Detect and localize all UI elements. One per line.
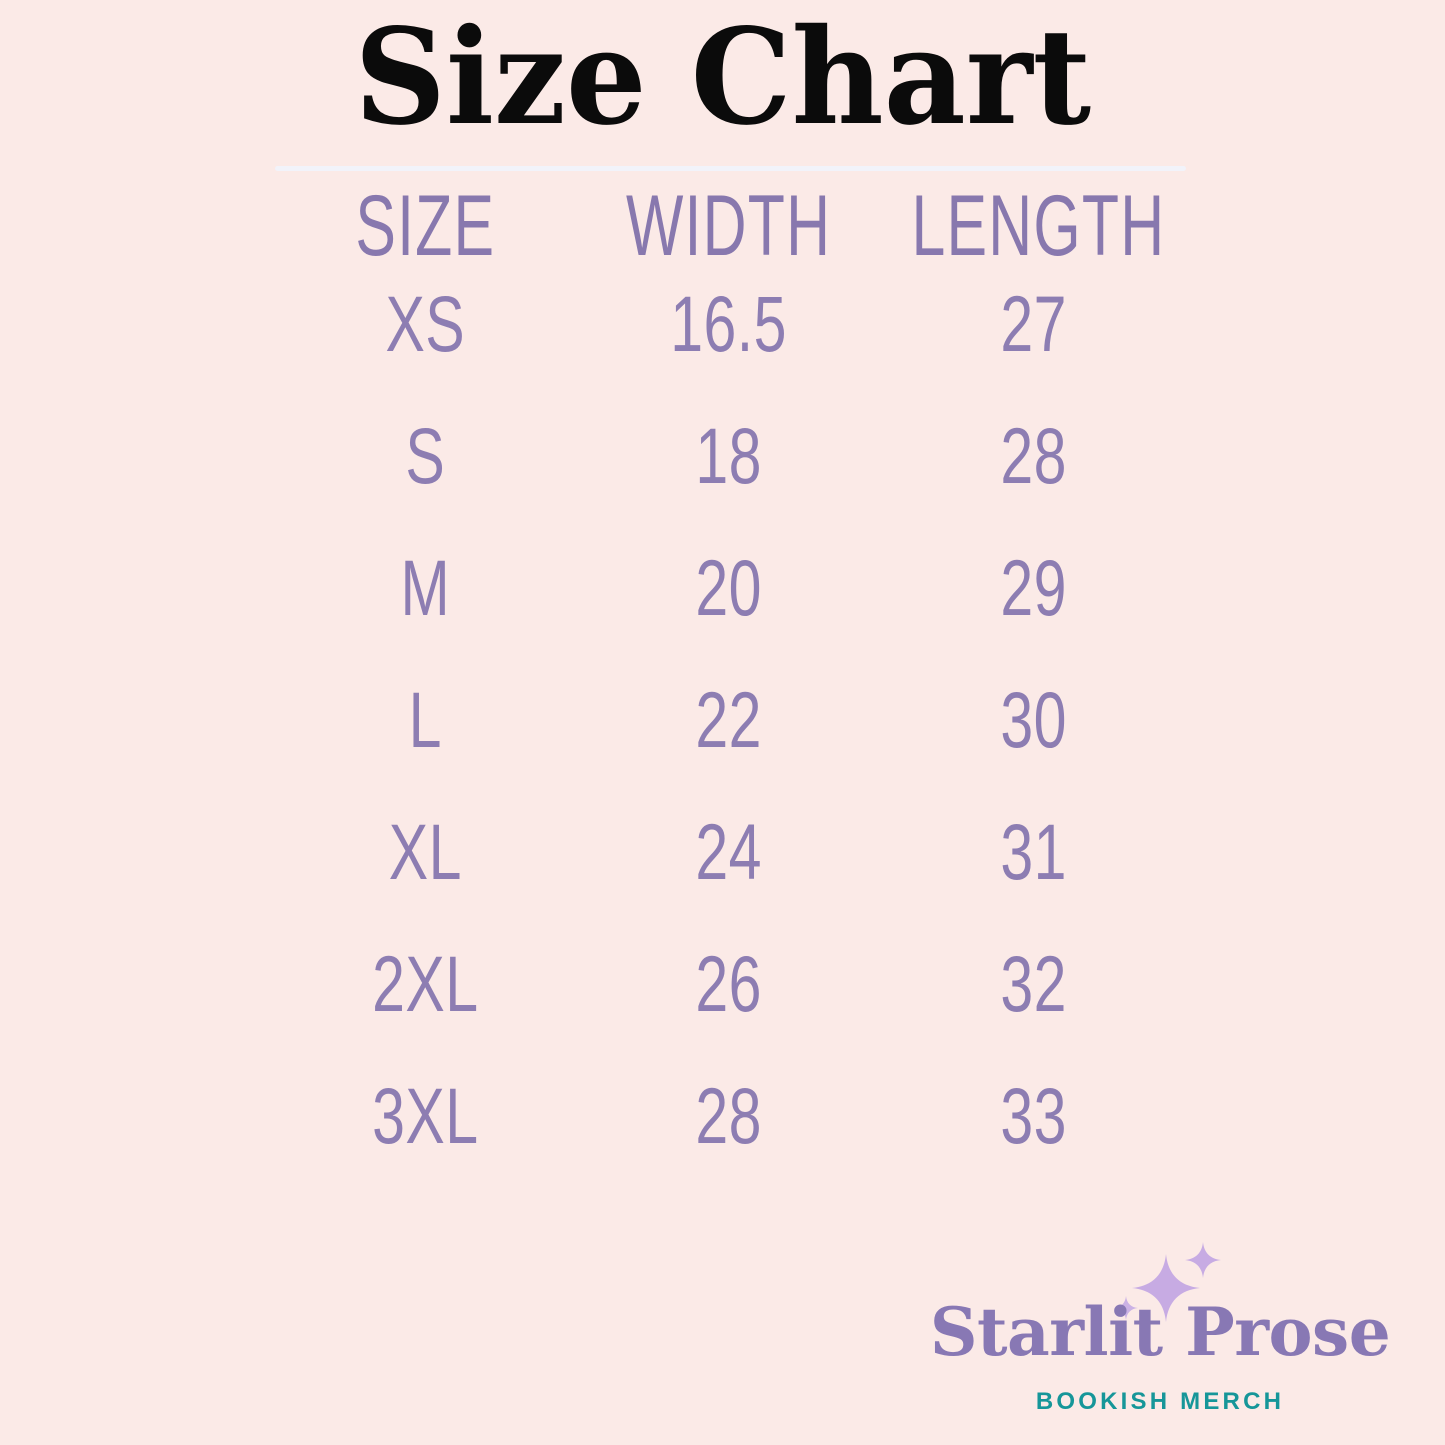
- table-row: S 18 28: [275, 404, 1186, 536]
- cell-size: XS: [385, 280, 466, 369]
- table-row: L 22 30: [275, 668, 1186, 800]
- cell-length: 30: [1000, 676, 1067, 765]
- cell-length: 33: [1000, 1072, 1067, 1161]
- size-chart-table: SIZE WIDTH LENGTH XS 16.5 27 S 18 28 M 2…: [275, 179, 1186, 1196]
- table-row: XS 16.5 27: [275, 272, 1186, 404]
- column-header-size: SIZE: [355, 177, 496, 275]
- cell-length: 31: [1000, 808, 1067, 897]
- page-title: Size Chart: [354, 0, 1091, 155]
- cell-size: 3XL: [372, 1072, 479, 1161]
- cell-width: 18: [694, 412, 762, 501]
- cell-width: 26: [694, 940, 762, 1029]
- cell-size: XL: [388, 808, 462, 897]
- cell-length: 28: [1000, 412, 1067, 501]
- cell-size: L: [408, 676, 442, 765]
- table-row: M 20 29: [275, 536, 1186, 668]
- column-header-width: WIDTH: [625, 177, 831, 275]
- table-header-row: SIZE WIDTH LENGTH: [275, 179, 1186, 272]
- cell-length: 27: [1000, 280, 1067, 369]
- cell-size: 2XL: [372, 940, 479, 1029]
- cell-width: 20: [694, 544, 762, 633]
- cell-width: 24: [694, 808, 762, 897]
- sparkle-medium-icon: [1185, 1242, 1221, 1278]
- column-header-length: LENGTH: [911, 177, 1166, 275]
- cell-width: 22: [694, 676, 762, 765]
- brand-tagline: BOOKISH MERCH: [1035, 1388, 1285, 1415]
- cell-length: 29: [1000, 544, 1067, 633]
- cell-length: 32: [1000, 940, 1067, 1029]
- cell-size: M: [400, 544, 451, 633]
- brand-wordmark: Starlit Prose: [929, 1293, 1391, 1371]
- title-divider: [275, 166, 1186, 171]
- table-row: XL 24 31: [275, 800, 1186, 932]
- brand-logo: Starlit Prose BOOKISH MERCH: [880, 1242, 1440, 1438]
- table-row: 2XL 26 32: [275, 932, 1186, 1064]
- cell-width: 28: [694, 1072, 762, 1161]
- cell-width: 16.5: [669, 280, 787, 369]
- cell-size: S: [405, 412, 446, 501]
- table-row: 3XL 28 33: [275, 1064, 1186, 1196]
- page-title-container: Size Chart: [0, 12, 1445, 144]
